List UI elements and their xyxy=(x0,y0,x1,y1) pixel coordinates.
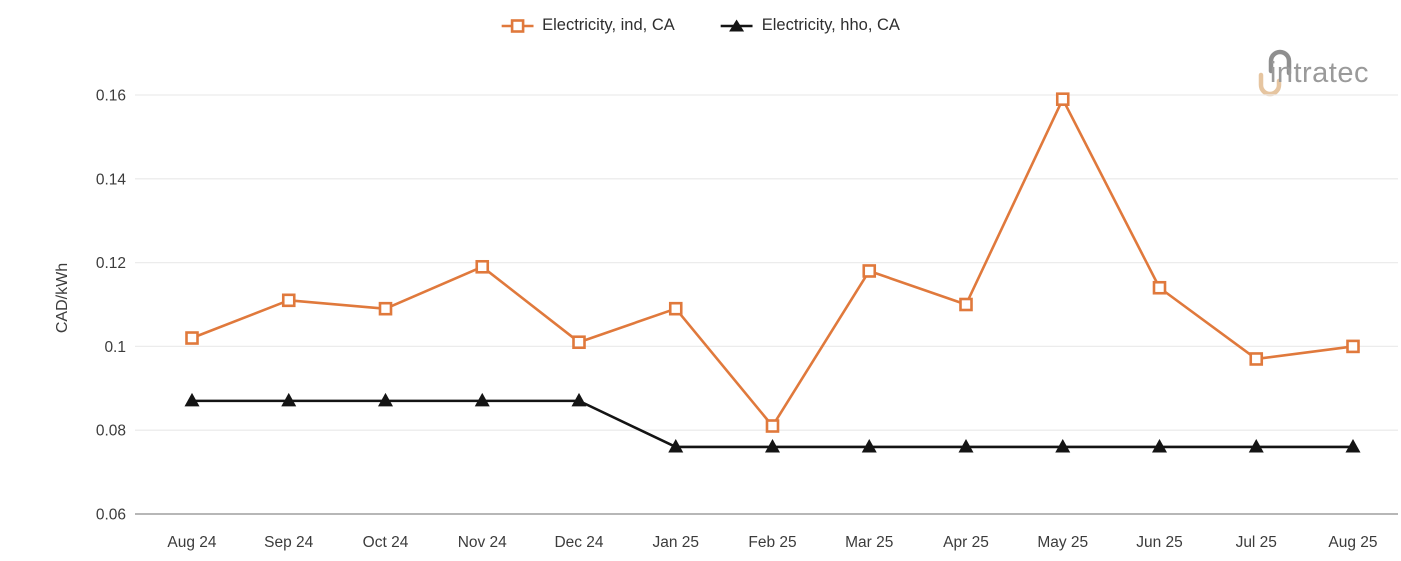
y-tick-label: 0.14 xyxy=(96,171,127,188)
data-point-square-marker xyxy=(862,264,877,278)
logo-u-arc xyxy=(1258,72,1282,97)
x-tick-label: Sep 24 xyxy=(264,534,314,551)
data-point-triangle-marker xyxy=(1055,438,1071,453)
data-point-triangle-marker xyxy=(281,392,297,407)
data-point-square-marker xyxy=(668,301,683,316)
x-tick-label: Aug 25 xyxy=(1328,534,1377,551)
x-tick-label: Oct 24 xyxy=(363,534,409,551)
data-point-triangle-marker xyxy=(668,438,684,453)
y-tick-label: 0.08 xyxy=(96,423,126,440)
data-point-square-marker xyxy=(475,259,490,274)
data-point-square-marker xyxy=(572,335,586,350)
y-tick-label: 0.06 xyxy=(96,507,126,524)
data-point-square-marker xyxy=(1055,92,1070,106)
data-point-triangle-marker xyxy=(765,438,780,453)
data-point-square-marker xyxy=(959,297,973,312)
chart-legend: Electricity, ind, CA Electricity, hho, C… xyxy=(501,16,900,35)
x-tick-label: Mar 25 xyxy=(845,534,893,551)
legend-label-hho: Electricity, hho, CA xyxy=(761,16,900,34)
legend-item-ind: Electricity, ind, CA xyxy=(501,16,675,35)
data-point-triangle-marker xyxy=(571,392,587,407)
legend-label-ind: Electricity, ind, CA xyxy=(542,16,675,34)
data-point-triangle-marker xyxy=(1152,438,1167,453)
legend-triangle-marker-icon xyxy=(720,19,753,31)
data-point-square-marker xyxy=(1346,339,1360,354)
legend-square-marker-icon xyxy=(501,18,534,33)
data-point-triangle-marker xyxy=(1248,438,1264,453)
data-point-square-marker xyxy=(1249,352,1264,366)
x-tick-label: May 25 xyxy=(1037,534,1088,551)
intratec-logo-icon xyxy=(1258,49,1292,97)
data-point-triangle-marker xyxy=(1345,438,1361,453)
data-point-triangle-marker xyxy=(474,392,490,407)
y-tick-label: 0.12 xyxy=(96,255,126,272)
y-tick-label: 0.1 xyxy=(104,339,126,356)
data-point-square-marker xyxy=(281,293,296,308)
data-point-triangle-marker xyxy=(378,392,393,407)
intratec-logo: intratec xyxy=(1257,44,1369,102)
x-tick-label: Feb 25 xyxy=(748,534,796,551)
x-tick-label: Jul 25 xyxy=(1236,534,1277,551)
data-point-triangle-marker xyxy=(184,392,200,407)
data-point-square-marker xyxy=(185,331,199,345)
x-tick-label: Jun 25 xyxy=(1136,534,1183,551)
logo-text: intratec xyxy=(1269,57,1369,89)
x-tick-label: Aug 24 xyxy=(167,534,217,551)
logo-n-arc xyxy=(1268,49,1292,76)
data-point-square-marker xyxy=(378,301,393,316)
y-tick-label: 0.16 xyxy=(96,88,126,105)
x-tick-label: Apr 25 xyxy=(943,534,989,551)
data-point-square-marker xyxy=(1152,280,1167,295)
data-point-square-marker xyxy=(765,419,780,433)
x-tick-label: Nov 24 xyxy=(458,534,507,551)
legend-item-hho: Electricity, hho, CA xyxy=(720,16,900,35)
data-point-triangle-marker xyxy=(958,438,974,453)
x-tick-label: Jan 25 xyxy=(652,534,699,551)
data-point-triangle-marker xyxy=(861,438,877,453)
x-tick-label: Dec 24 xyxy=(554,534,603,551)
